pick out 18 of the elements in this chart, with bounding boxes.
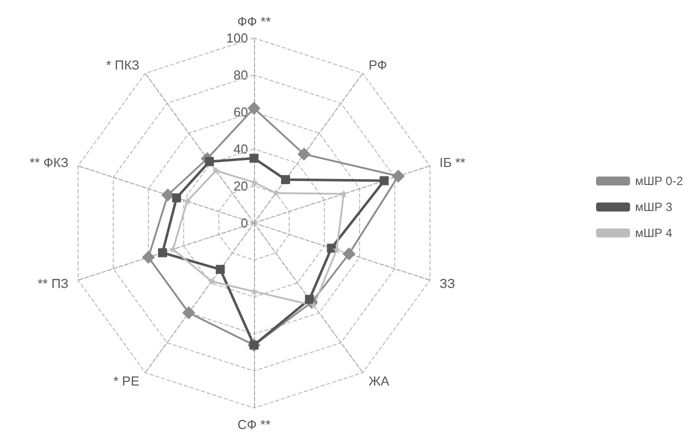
spoke-label: ** ПЗ: [38, 276, 69, 291]
spoke-label: * ПКЗ: [106, 58, 140, 73]
y-tick-label: 60: [234, 104, 248, 120]
y-tick-label: 40: [234, 142, 248, 156]
legend-label: мШР 0-2: [635, 174, 684, 188]
spoke-label: ІБ **: [439, 155, 466, 170]
y-tick-label: 100: [226, 30, 248, 46]
spoke-label: СФ **: [237, 417, 271, 432]
spoke-label: ** ФКЗ: [30, 155, 69, 170]
legend-label: мШР 4: [635, 226, 673, 240]
spoke-label: * РЕ: [113, 373, 140, 388]
y-tick-label: 20: [234, 178, 248, 194]
spoke-label: РФ: [368, 58, 388, 73]
y-tick-label: 80: [234, 68, 248, 82]
legend-label: мШР 3: [635, 200, 673, 214]
spoke-label: ФФ **: [237, 14, 271, 29]
spoke-label: ЖА: [368, 373, 390, 388]
spoke-label: ЗЗ: [439, 276, 456, 291]
